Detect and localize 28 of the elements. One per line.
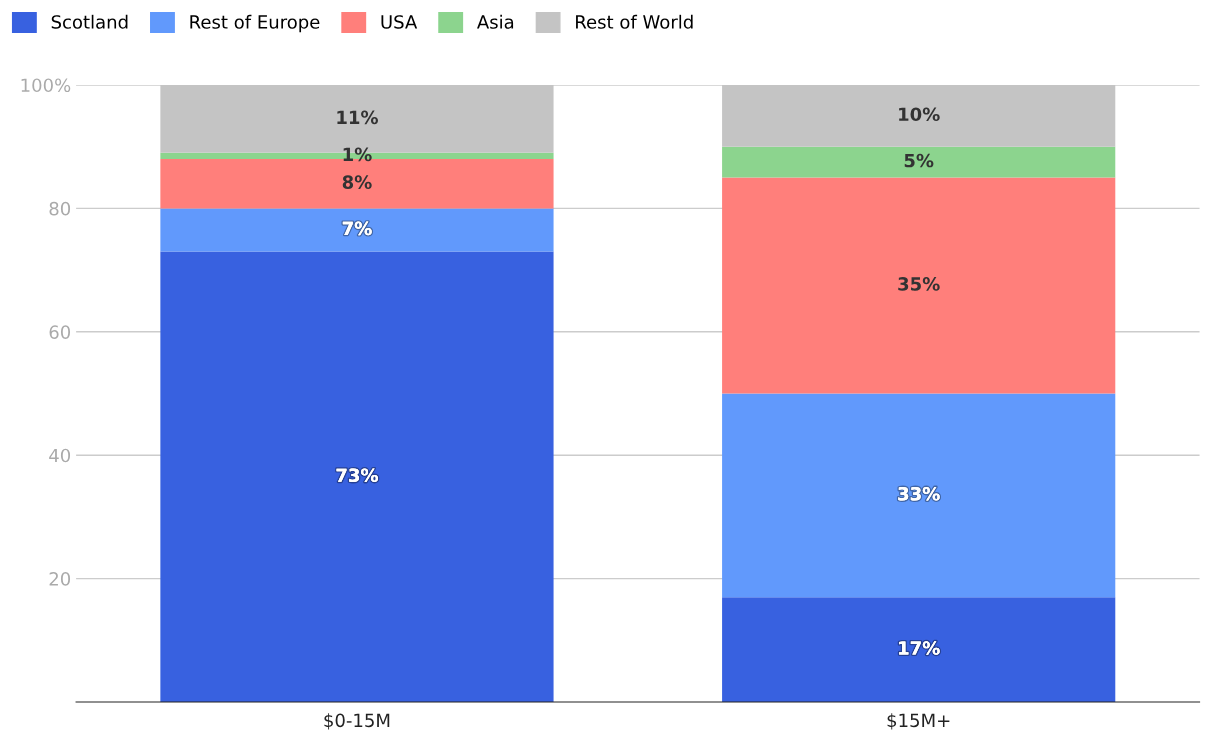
data-label: 8% [342,175,372,189]
x-tick-label: $0-15M [324,713,390,730]
bar [160,251,554,703]
y-tick-label: 40 [49,448,71,463]
data-label: 10% [899,107,940,122]
legend-label: Rest of Europe [190,14,320,33]
data-label: 7% [342,221,372,236]
data-label: 11% [337,110,378,125]
bar [722,177,1116,394]
legend-label: Scotland [51,14,128,29]
y-tick-label: 100% [21,78,71,93]
data-label: 35% [898,277,940,291]
y-tick-label: 20 [49,572,71,586]
data-label: 33% [898,486,940,501]
legend-label: Asia [477,14,514,29]
bar [160,208,554,252]
data-label: 1% [343,147,372,162]
bar [722,146,1116,178]
data-label: 5% [904,153,934,168]
bar [722,393,1116,598]
y-tick-label: 80 [49,201,71,216]
y-tick-label: 60 [49,325,71,339]
legend-label: USA [381,15,418,29]
data-label: 17% [899,641,940,655]
legend-label: Rest of World [576,14,693,29]
bar [722,597,1116,703]
data-label: 73% [336,468,378,483]
x-tick-label: $15M+ [887,713,950,730]
